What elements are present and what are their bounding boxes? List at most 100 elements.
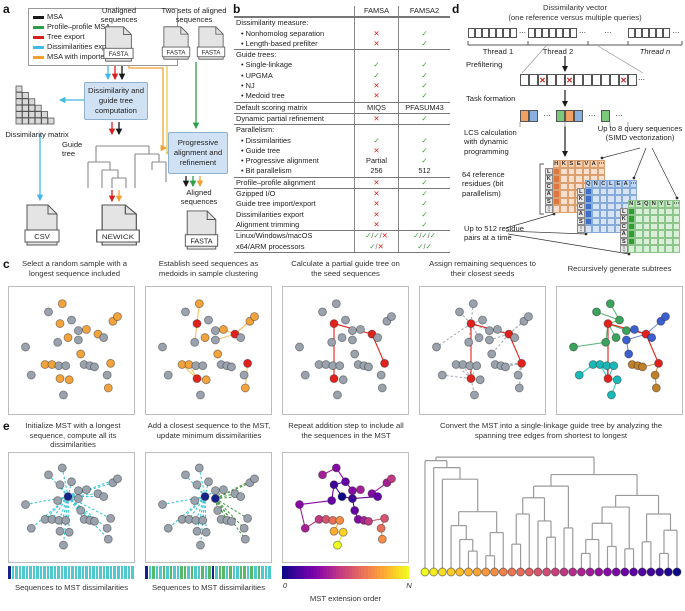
c-caption-1: Select a random sample with a longest se…	[21, 259, 128, 278]
vector-cell	[468, 28, 475, 38]
bar-cell	[148, 566, 153, 579]
leaf-dot	[629, 567, 639, 577]
matrix-body-cell	[635, 215, 643, 223]
table-row: • Single-linkage ✓ ✓	[234, 60, 450, 71]
matrix-header-cell: L	[607, 180, 615, 188]
vector-cell	[570, 28, 577, 38]
colorbar-cell	[402, 566, 406, 579]
bar-cell	[106, 566, 110, 579]
scatter-partial-tree	[295, 299, 396, 400]
dot	[615, 315, 624, 325]
matrix-side-cell: S	[620, 237, 628, 245]
dot	[376, 523, 386, 533]
leaf-dot	[420, 567, 430, 577]
bar-cell	[50, 566, 54, 579]
matrix-body-cell	[592, 202, 600, 210]
dot	[329, 319, 339, 329]
matrix-body-cell	[642, 230, 650, 238]
bar-cell	[71, 566, 75, 579]
table-row: Dissimilarities export ✕ ✓	[234, 209, 450, 220]
table-row: Guide trees:	[234, 49, 450, 61]
bar-cell	[15, 566, 19, 579]
dot	[337, 333, 347, 343]
bar-cell	[43, 566, 47, 579]
table-row: • Guide tree ✕ ✓	[234, 145, 450, 157]
matrix-header-cell: ⋯	[597, 160, 605, 168]
legend-item: Tree export	[33, 32, 173, 42]
fasta-file-icon: FASTA	[196, 26, 226, 60]
guide-tree-label: Guide tree	[62, 140, 83, 159]
matrix-header-cell: E	[614, 180, 622, 188]
edge	[67, 496, 111, 519]
edge	[596, 311, 620, 321]
famsa2-value: ✓	[398, 113, 450, 125]
feature-label: Linux/Windows/macOS	[236, 231, 313, 241]
matrix-body-cell	[650, 215, 658, 223]
bar-cell	[201, 566, 205, 579]
vector-cell	[649, 28, 656, 38]
dot	[338, 527, 348, 537]
dissimilarity-bar-2	[145, 566, 272, 579]
c-panel-5	[556, 286, 683, 415]
dot	[492, 324, 502, 334]
dot	[210, 486, 220, 496]
dot	[472, 361, 482, 371]
matrix-side-cell: L	[620, 207, 628, 215]
vector-cell	[556, 110, 565, 122]
dot	[624, 349, 634, 359]
bar-cell	[53, 566, 58, 579]
edge	[30, 496, 69, 529]
leaf-dot	[533, 567, 543, 577]
matrix-header-cell: E	[575, 160, 583, 168]
dot	[44, 307, 53, 317]
dot	[380, 358, 390, 368]
leaf-dot	[568, 567, 578, 577]
colorbar-cell	[373, 566, 378, 579]
dot	[329, 480, 339, 490]
matrix-side-cell: C	[577, 202, 585, 210]
dot	[347, 326, 357, 336]
colorbar-cell	[358, 566, 362, 579]
e-caption-4: Convert the MST into a single-linkage gu…	[439, 421, 663, 440]
leaf-dot	[446, 567, 456, 577]
vector-cell	[503, 28, 510, 38]
matrix-body-cell	[599, 195, 607, 203]
matrix-side-cell: A	[545, 190, 553, 198]
matrix-body-cell	[552, 205, 560, 213]
bar-cell	[99, 566, 103, 579]
bar-cell	[152, 566, 156, 579]
table-row: Parallelism:	[234, 124, 450, 136]
vector-cell	[592, 74, 601, 86]
table-header-row: FAMSA FAMSA2	[234, 6, 450, 18]
edge	[59, 496, 69, 532]
matrix-body-cell	[584, 202, 592, 210]
legend-label: MSA	[47, 12, 64, 21]
e-panel-1	[8, 452, 135, 563]
matrix-body-cell	[672, 230, 680, 238]
dot	[484, 335, 494, 345]
feature-label: • Single-linkage	[241, 60, 293, 70]
dot	[190, 496, 200, 506]
bar-2-label: Sequences to MST dissimilarities	[151, 583, 266, 592]
leaf-dot	[585, 567, 595, 577]
dot	[59, 390, 68, 400]
edge	[67, 496, 70, 533]
vector-cell	[556, 74, 565, 86]
famsa-value: ✕	[354, 189, 398, 200]
famsa2-value	[398, 50, 450, 61]
dot	[373, 333, 383, 343]
matrix-body-cell	[650, 237, 658, 245]
matrix-body-cell	[627, 215, 635, 223]
leaf-dot	[672, 567, 682, 577]
dot	[73, 486, 83, 496]
vector-cell	[535, 28, 542, 38]
famsa2-value: ✓	[398, 91, 450, 102]
leaf-dot	[429, 567, 439, 577]
vector-dots: ⋯	[638, 77, 645, 84]
colorbar-cell	[310, 566, 314, 579]
dot	[464, 337, 474, 347]
dot	[218, 485, 228, 495]
bar-cell	[60, 566, 65, 579]
table-row: • Dissimilarities ✓ ✓	[234, 135, 450, 146]
panel-d: d Dissimilarity vector (one reference ve…	[450, 0, 685, 258]
